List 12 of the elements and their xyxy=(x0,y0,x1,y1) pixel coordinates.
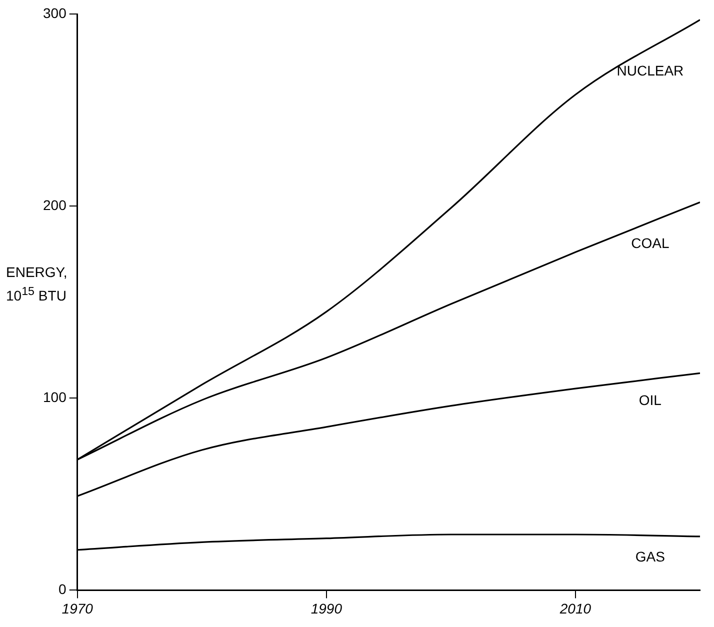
y-tick-label: 100 xyxy=(43,388,67,405)
x-tick-label: 1990 xyxy=(310,600,342,616)
x-tick-label: 1970 xyxy=(62,600,94,616)
series-label: NUCLEAR xyxy=(616,62,684,79)
series-label: OIL xyxy=(638,392,662,408)
y-axis-title: ENERGY, 10$^{15}$ BTU xyxy=(6,263,68,306)
y-tick-label: 300 xyxy=(43,4,67,21)
series-label: COAL xyxy=(631,235,670,252)
y-tick-label: 0 xyxy=(58,581,67,598)
series-label: GAS xyxy=(635,548,665,565)
x-tick-label: 2010 xyxy=(558,600,592,616)
y-tick-label: 200 xyxy=(43,196,67,213)
